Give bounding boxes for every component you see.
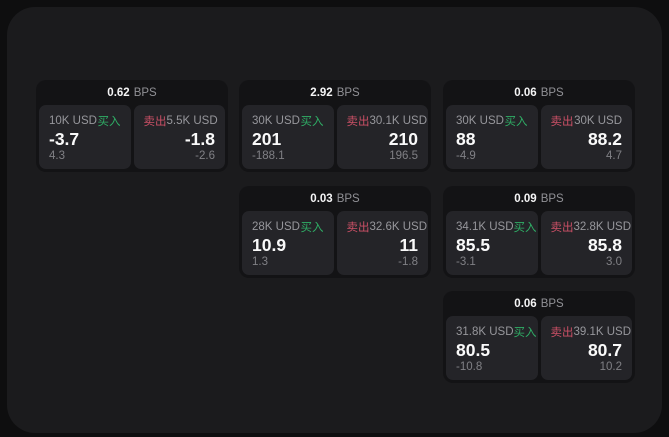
sell-delta: 10.2 — [599, 361, 622, 373]
sell-pane[interactable]: 卖出 32.8K USD 85.8 3.0 — [540, 211, 632, 275]
bps-value: 0.06 — [514, 86, 537, 99]
sell-tag: 卖出 — [346, 116, 370, 128]
buy-tag: 买入 — [300, 222, 324, 234]
sell-delta: -1.8 — [398, 256, 418, 268]
bps-value: 0.62 — [107, 86, 130, 99]
bps-value: 0.09 — [514, 192, 537, 205]
sell-value: 88.2 — [587, 128, 622, 149]
card-header: 0.03 BPS — [239, 186, 431, 211]
quote-card: 0.06 BPS 31.8K USD 买入 80.5 -10.8 卖出 39.1… — [443, 291, 635, 383]
sell-pane[interactable]: 卖出 30.1K USD 210 196.5 — [336, 105, 428, 169]
card-header: 0.09 BPS — [443, 186, 635, 211]
bps-unit: BPS — [336, 192, 360, 205]
quote-card: 2.92 BPS 30K USD 买入 201 -188.1 卖出 30.1K … — [239, 80, 431, 172]
sell-value: 85.8 — [587, 234, 622, 255]
bps-value: 0.06 — [514, 297, 537, 310]
sell-tag: 卖出 — [346, 222, 370, 234]
buy-delta: 1.3 — [252, 256, 268, 268]
bps-value: 2.92 — [310, 86, 333, 99]
bps-unit: BPS — [336, 86, 360, 99]
sell-value: 210 — [388, 128, 418, 149]
buy-pane[interactable]: 30K USD 买入 88 -4.9 — [446, 105, 538, 169]
sell-value: 11 — [399, 234, 419, 255]
buy-delta: -188.1 — [252, 150, 285, 162]
buy-value: 85.5 — [456, 234, 491, 255]
quote-card: 0.62 BPS 10K USD 买入 -3.7 4.3 卖出 5.5K USD… — [36, 80, 228, 172]
buy-tag: 买入 — [504, 116, 528, 128]
buy-pane[interactable]: 10K USD 买入 -3.7 4.3 — [39, 105, 131, 169]
buy-value: 10.9 — [252, 234, 287, 255]
sell-tag: 卖出 — [550, 222, 574, 234]
sell-amount: 30.1K USD — [369, 115, 428, 127]
card-header: 0.06 BPS — [443, 80, 635, 105]
buy-delta: -10.8 — [456, 361, 483, 373]
buy-delta: 4.3 — [49, 150, 65, 162]
bps-unit: BPS — [540, 297, 564, 310]
buy-value: -3.7 — [49, 128, 80, 149]
sell-amount: 32.8K USD — [573, 221, 632, 233]
buy-value: 201 — [252, 128, 282, 149]
sell-tag: 卖出 — [143, 116, 167, 128]
buy-delta: -4.9 — [456, 150, 476, 162]
bps-unit: BPS — [540, 192, 564, 205]
sell-tag: 卖出 — [550, 116, 574, 128]
sell-pane[interactable]: 卖出 30K USD 88.2 4.7 — [540, 105, 632, 169]
card-header: 2.92 BPS — [239, 80, 431, 105]
buy-tag: 买入 — [300, 116, 324, 128]
sell-amount: 5.5K USD — [166, 115, 218, 127]
quote-card: 0.03 BPS 28K USD 买入 10.9 1.3 卖出 32.6K US… — [239, 186, 431, 278]
card-header: 0.06 BPS — [443, 291, 635, 316]
bps-unit: BPS — [133, 86, 157, 99]
buy-amount: 28K USD — [252, 221, 300, 233]
sell-delta: 196.5 — [389, 150, 418, 162]
buy-amount: 10K USD — [49, 115, 97, 127]
sell-delta: 3.0 — [606, 256, 622, 268]
buy-pane[interactable]: 31.8K USD 买入 80.5 -10.8 — [446, 316, 538, 380]
sell-value: -1.8 — [184, 128, 215, 149]
sell-tag: 卖出 — [550, 327, 574, 339]
sell-pane[interactable]: 卖出 39.1K USD 80.7 10.2 — [540, 316, 632, 380]
bps-value: 0.03 — [310, 192, 333, 205]
card-header: 0.62 BPS — [36, 80, 228, 105]
sell-delta: 4.7 — [606, 150, 622, 162]
sell-amount: 32.6K USD — [369, 221, 428, 233]
buy-pane[interactable]: 30K USD 买入 201 -188.1 — [242, 105, 334, 169]
buy-amount: 30K USD — [456, 115, 504, 127]
quote-card: 0.09 BPS 34.1K USD 买入 85.5 -3.1 卖出 32.8K… — [443, 186, 635, 278]
sell-amount: 30K USD — [574, 115, 622, 127]
sell-delta: -2.6 — [195, 150, 215, 162]
buy-pane[interactable]: 28K USD 买入 10.9 1.3 — [242, 211, 334, 275]
sell-pane[interactable]: 卖出 32.6K USD 11 -1.8 — [336, 211, 428, 275]
buy-amount: 30K USD — [252, 115, 300, 127]
sell-amount: 39.1K USD — [573, 326, 632, 338]
buy-tag: 买入 — [513, 327, 537, 339]
buy-delta: -3.1 — [456, 256, 476, 268]
buy-amount: 34.1K USD — [456, 221, 514, 233]
bps-unit: BPS — [540, 86, 564, 99]
sell-value: 80.7 — [587, 339, 622, 360]
buy-value: 80.5 — [456, 339, 491, 360]
buy-amount: 31.8K USD — [456, 326, 514, 338]
buy-value: 88 — [456, 128, 476, 149]
buy-tag: 买入 — [97, 116, 121, 128]
buy-tag: 买入 — [513, 222, 537, 234]
quote-card: 0.06 BPS 30K USD 买入 88 -4.9 卖出 30K USD 8… — [443, 80, 635, 172]
sell-pane[interactable]: 卖出 5.5K USD -1.8 -2.6 — [133, 105, 225, 169]
buy-pane[interactable]: 34.1K USD 买入 85.5 -3.1 — [446, 211, 538, 275]
